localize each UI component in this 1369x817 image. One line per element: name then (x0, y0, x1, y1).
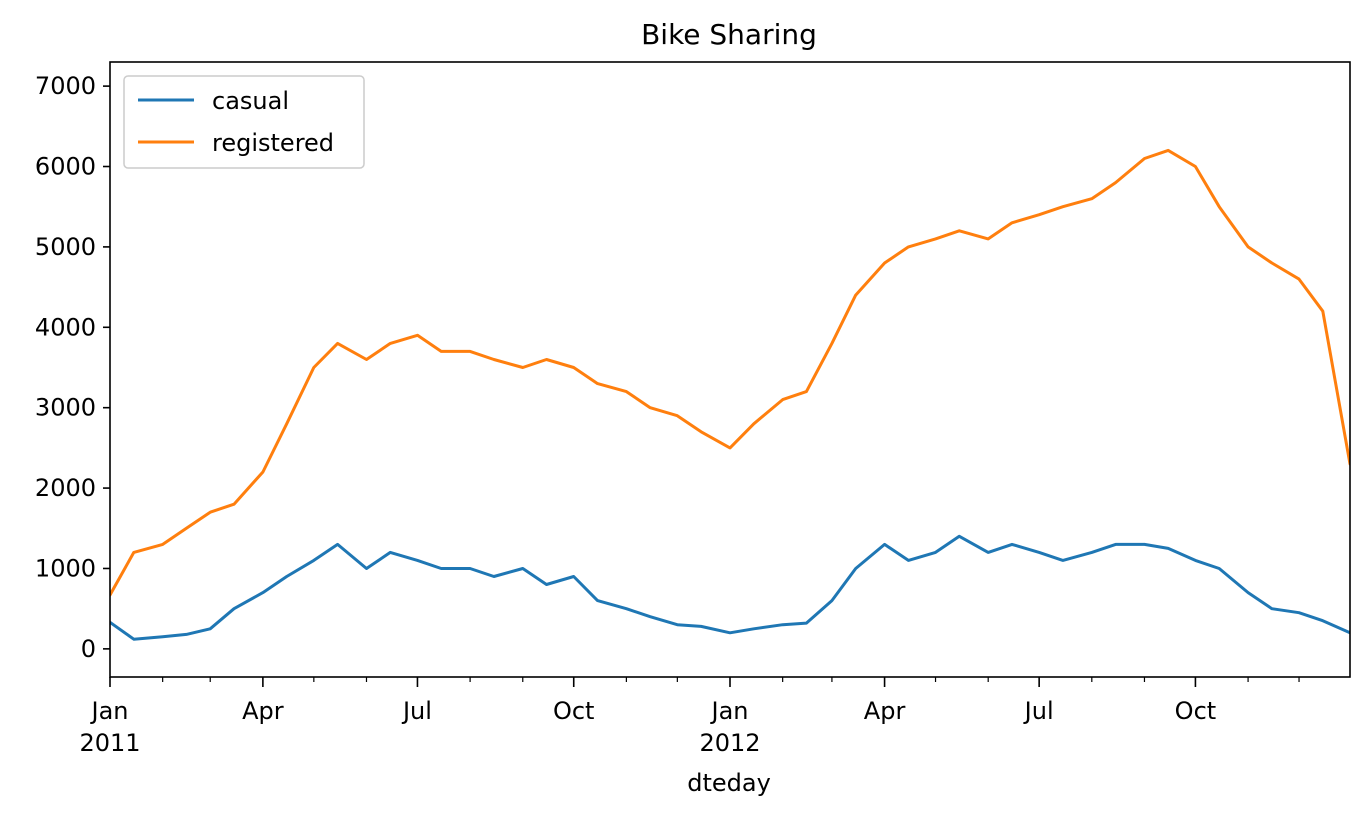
y-tick-label-6000: 6000 (35, 153, 96, 181)
y-tick-label-3000: 3000 (35, 394, 96, 422)
x-tick-label-0: Jan (90, 697, 129, 725)
x-tick-label-1: Apr (242, 697, 284, 725)
y-tick-label-2000: 2000 (35, 474, 96, 502)
legend-casual-label: casual (212, 87, 289, 115)
x-tick-label-2: Jul (401, 697, 432, 725)
x-tick-year-0: 2011 (79, 729, 140, 757)
x-tick-year-4: 2012 (699, 729, 760, 757)
x-tick-label-5: Apr (864, 697, 906, 725)
y-tick-label-5000: 5000 (35, 233, 96, 261)
y-tick-label-4000: 4000 (35, 313, 96, 341)
series-line-casual (110, 534, 1350, 641)
chart-title: Bike Sharing (641, 18, 817, 51)
series-layer (110, 148, 1350, 641)
x-tick-label-7: Oct (1175, 697, 1217, 725)
y-tick-label-7000: 7000 (35, 72, 96, 100)
y-axis: 0 1000 2000 3000 4000 5000 6000 7000 (35, 72, 110, 663)
y-tick-label-1000: 1000 (35, 554, 96, 582)
x-tick-label-3: Oct (553, 697, 595, 725)
x-axis: Jan 2011 Apr Jul Oct Jan 2012 Apr Jul Oct (79, 677, 1300, 757)
legend: casual registered (123, 75, 365, 169)
x-axis-label: dteday (687, 769, 771, 797)
series-line-registered (110, 148, 1350, 597)
y-tick-label-0: 0 (81, 635, 96, 663)
x-tick-label-6: Jul (1023, 697, 1054, 725)
x-tick-label-4: Jan (710, 697, 749, 725)
legend-registered-label: registered (212, 129, 334, 157)
